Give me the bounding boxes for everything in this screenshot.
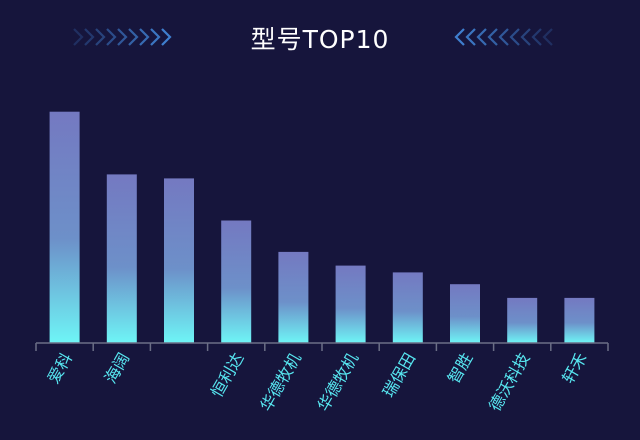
chevron-icon bbox=[117, 28, 128, 46]
chevrons-left-decoration bbox=[73, 28, 172, 46]
category-label: 瑞保田 bbox=[379, 350, 419, 401]
chevron-icon bbox=[95, 28, 106, 46]
bar bbox=[450, 284, 480, 343]
bar bbox=[392, 272, 423, 343]
category-label: 华德牧机 bbox=[314, 350, 362, 415]
chevron-icon bbox=[465, 28, 476, 46]
category-label: 爱科 bbox=[44, 350, 76, 387]
chevron-icon bbox=[498, 28, 509, 46]
category-label: 智胜 bbox=[444, 350, 476, 387]
chevrons-right-decoration bbox=[454, 28, 553, 46]
category-label: 海阔 bbox=[101, 350, 133, 387]
bars-group bbox=[49, 111, 595, 343]
bar bbox=[106, 174, 137, 343]
bar bbox=[335, 265, 366, 343]
chevron-icon bbox=[531, 28, 542, 46]
bar bbox=[278, 251, 309, 343]
bar bbox=[564, 297, 595, 343]
chevron-icon bbox=[106, 28, 117, 46]
bar bbox=[164, 178, 194, 343]
x-axis-labels: 爱科 海阔 恒利达 华德牧机 华德牧机 瑞保田 智胜 德沃科技 轩禾 bbox=[44, 350, 591, 415]
chevron-icon bbox=[520, 28, 531, 46]
category-label: 华德牧机 bbox=[256, 350, 304, 415]
category-label: 德沃科技 bbox=[485, 350, 533, 415]
bar bbox=[49, 111, 80, 343]
chevron-icon bbox=[454, 28, 465, 46]
chevron-icon bbox=[509, 28, 520, 46]
chevron-icon bbox=[139, 28, 150, 46]
x-axis-ticks bbox=[35, 343, 609, 351]
chevron-icon bbox=[150, 28, 161, 46]
category-label: 恒利达 bbox=[207, 350, 247, 401]
chevron-icon bbox=[161, 28, 172, 46]
chevron-icon bbox=[487, 28, 498, 46]
bar bbox=[507, 297, 538, 343]
chevron-icon bbox=[476, 28, 487, 46]
chevron-icon bbox=[128, 28, 139, 46]
chart-title: 型号TOP10 bbox=[250, 25, 390, 54]
chevron-icon bbox=[542, 28, 553, 46]
category-label: 轩禾 bbox=[558, 350, 590, 387]
chevron-icon bbox=[84, 28, 95, 46]
chevron-icon bbox=[73, 28, 84, 46]
bar bbox=[221, 220, 252, 343]
